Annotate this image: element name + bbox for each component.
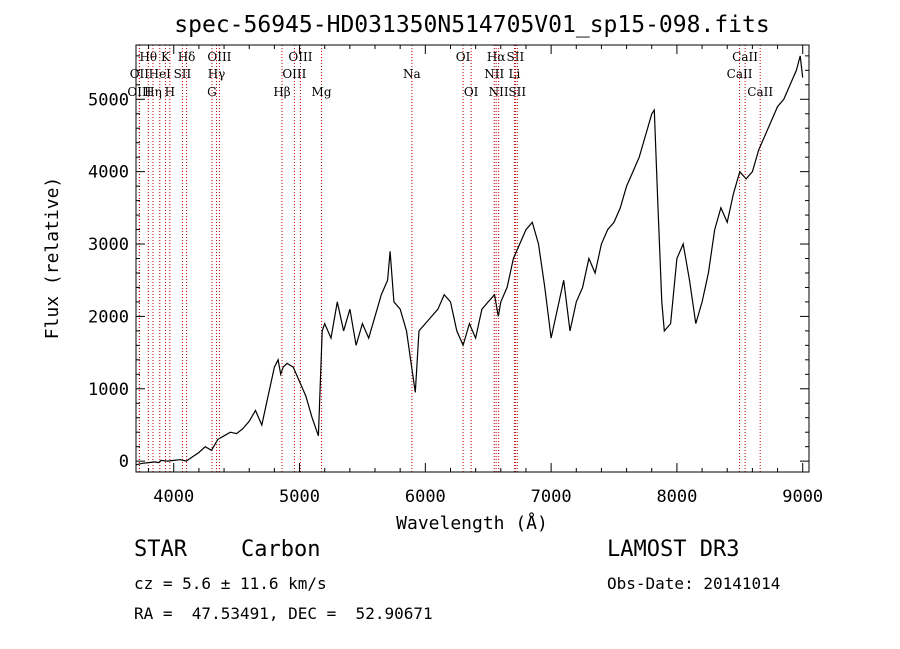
x-tick-label: 8000 <box>656 487 697 507</box>
line-label: H <box>165 85 175 99</box>
line-label: Hδ <box>178 50 196 64</box>
line-label: OIII <box>288 50 312 64</box>
line-label: Li <box>508 67 520 81</box>
line-label: OIII <box>282 67 306 81</box>
line-label: Hγ <box>208 67 226 81</box>
x-tick-label: 5000 <box>279 487 320 507</box>
line-label: Hα <box>487 50 506 64</box>
spectrum-line <box>135 55 804 466</box>
x-axis-label: Wavelength (Å) <box>396 512 548 534</box>
y-tick-label: 3000 <box>88 235 129 255</box>
line-label: Hθ <box>139 50 157 64</box>
y-tick-label: 5000 <box>88 90 129 110</box>
line-label: Na <box>403 67 421 81</box>
line-label: HeI <box>149 67 172 81</box>
y-tick-label: 2000 <box>88 307 129 327</box>
line-label: NII <box>484 67 504 81</box>
line-label: CaII <box>727 67 753 81</box>
line-label: Hβ <box>273 85 290 99</box>
x-tick-label: 4000 <box>153 487 194 507</box>
line-label: OII <box>130 67 150 81</box>
line-label: OIII <box>207 50 231 64</box>
y-axis-ticks: 0 1000 2000 3000 4000 5000 <box>88 55 809 472</box>
line-label: SII <box>174 67 192 81</box>
line-label: CaII <box>747 85 773 99</box>
x-tick-label: 7000 <box>531 487 572 507</box>
line-label: OI <box>464 85 479 99</box>
observation-date: Obs-Date: 20141014 <box>607 574 781 593</box>
y-tick-label: 1000 <box>88 380 129 400</box>
coordinates: RA = 47.53491, DEC = 52.90671 <box>134 604 433 623</box>
line-label: K <box>161 50 171 64</box>
line-label: CaII <box>732 50 758 64</box>
object-class: STAR <box>134 537 187 562</box>
line-label: NII <box>489 85 509 99</box>
chart-title: spec-56945-HD031350N514705V01_sp15-098.f… <box>174 12 769 38</box>
line-label: SII <box>508 85 526 99</box>
y-tick-label: 4000 <box>88 163 129 183</box>
survey-name: LAMOST DR3 <box>607 537 740 562</box>
line-label: Hη <box>144 85 162 99</box>
x-axis-ticks: 4000 5000 6000 7000 8000 9000 <box>148 45 823 507</box>
line-label: SII <box>507 50 525 64</box>
line-label: OI <box>456 50 471 64</box>
y-tick-label: 0 <box>119 452 129 472</box>
redshift-cz: cz = 5.6 ± 11.6 km/s <box>134 574 327 593</box>
line-label: Mg <box>312 85 332 99</box>
x-tick-label: 9000 <box>782 487 823 507</box>
line-label: OIII <box>127 85 151 99</box>
x-tick-label: 6000 <box>405 487 446 507</box>
line-label: G <box>207 85 217 99</box>
plot-frame <box>135 44 810 473</box>
object-subclass: Carbon <box>241 537 321 562</box>
spectrum-series <box>135 55 804 466</box>
y-axis-label: Flux (relative) <box>42 177 63 340</box>
